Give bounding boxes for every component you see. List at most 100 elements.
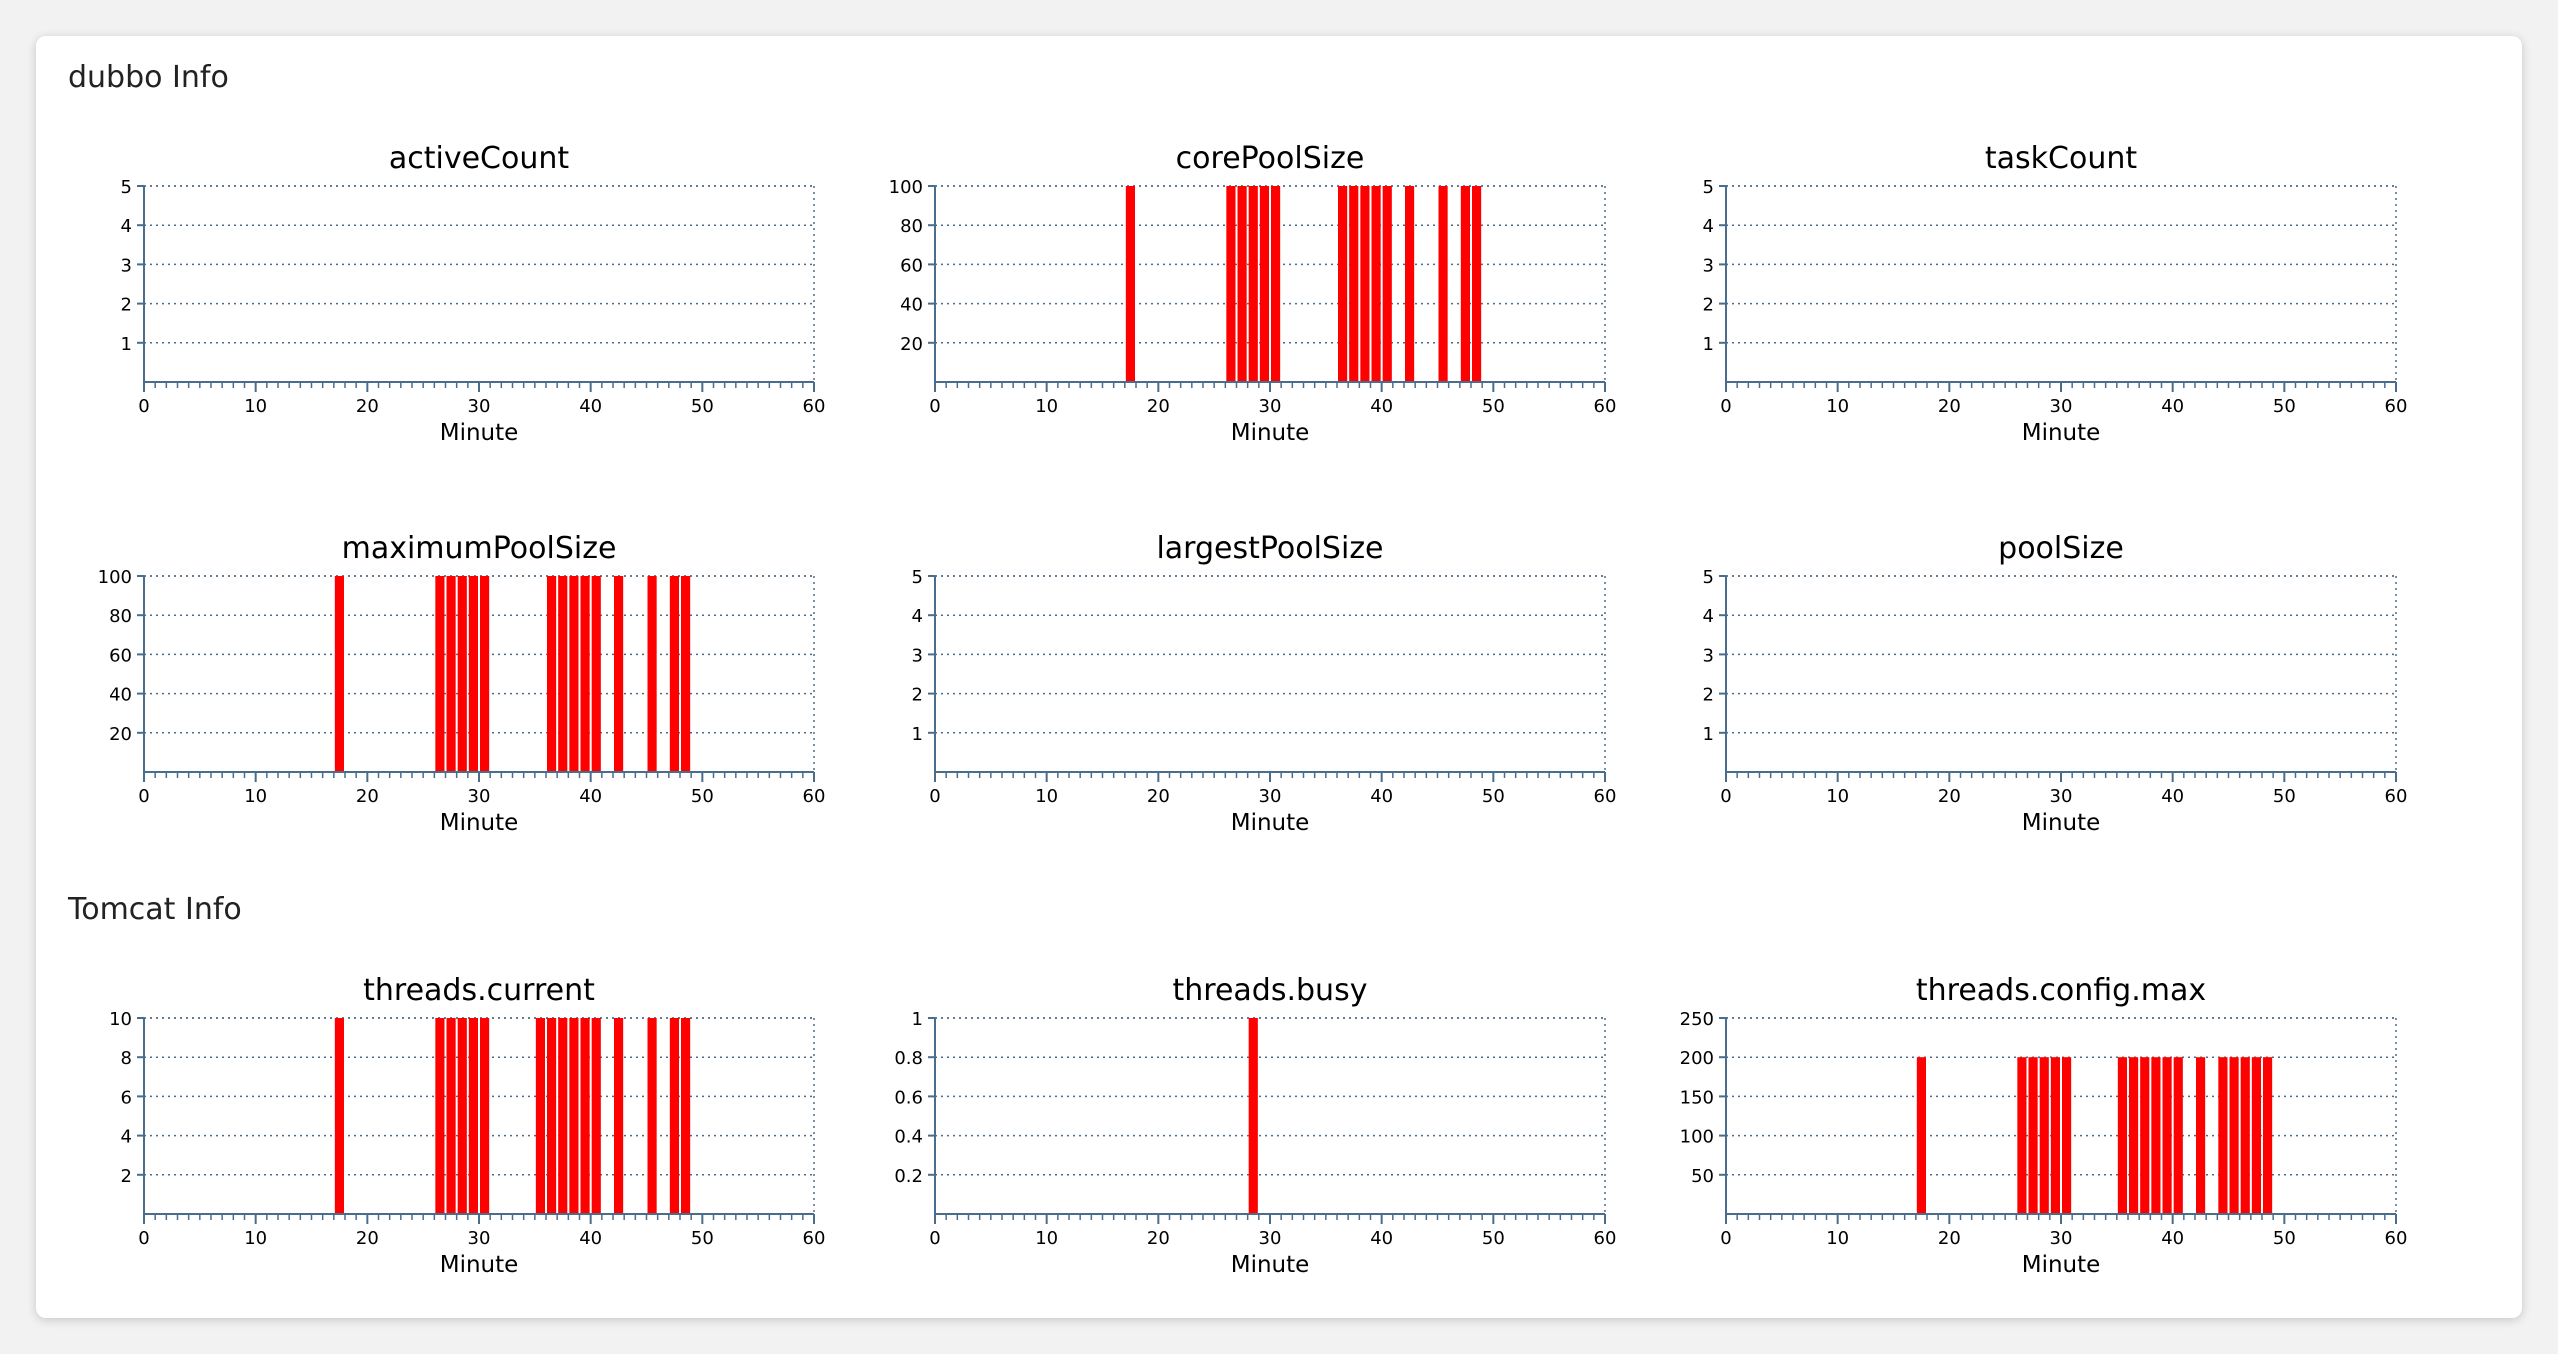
x-axis-label: Minute: [2022, 420, 2101, 446]
bar: [647, 576, 657, 772]
x-tick-label: 0: [138, 1228, 149, 1249]
bar: [435, 1018, 445, 1214]
x-tick-label: 40: [1370, 396, 1393, 417]
bar: [2162, 1057, 2172, 1214]
x-tick-label: 40: [579, 1228, 602, 1249]
chart-threads-config-max: threads.config.max 50 100 150 200 250 0 10 20 30 4…: [1680, 973, 2408, 1278]
y-tick-label: 4: [121, 1127, 132, 1148]
bar: [2263, 1057, 2273, 1214]
bar: [1237, 186, 1247, 382]
bar: [580, 576, 590, 772]
x-tick-label: 20: [1147, 1228, 1170, 1249]
y-tick-label: 200: [1680, 1048, 1714, 1069]
bar: [2140, 1057, 2150, 1214]
chart-title: maximumPoolSize: [342, 531, 617, 566]
x-tick-label: 30: [1259, 396, 1282, 417]
y-tick-label: 20: [900, 334, 923, 355]
bar: [681, 576, 691, 772]
bar: [2050, 1057, 2060, 1214]
bar: [334, 576, 344, 772]
bar: [2028, 1057, 2038, 1214]
chart-corepoolsize: corePoolSize 20 40 60 80 100 0 10 20 30 40 50 60 Minu…: [889, 141, 1617, 446]
bar: [1259, 186, 1269, 382]
y-tick-label: 4: [1703, 606, 1714, 627]
x-tick-label: 10: [1826, 396, 1849, 417]
x-axis-label: Minute: [1231, 420, 1310, 446]
chart-title: threads.config.max: [1916, 973, 2206, 1008]
y-tick-label: 80: [109, 606, 132, 627]
bar: [446, 1018, 456, 1214]
x-tick-label: 30: [1259, 786, 1282, 807]
x-tick-label: 30: [2050, 1228, 2073, 1249]
bar: [569, 1018, 579, 1214]
y-tick-label: 4: [1703, 216, 1714, 237]
section-title-dubbo: dubbo Info: [68, 60, 229, 95]
x-tick-label: 0: [138, 396, 149, 417]
x-tick-label: 60: [1594, 396, 1617, 417]
x-tick-label: 20: [1147, 396, 1170, 417]
x-tick-label: 60: [2385, 396, 2408, 417]
y-tick-label: 1: [912, 724, 923, 745]
y-tick-label: 0.6: [894, 1087, 923, 1108]
bar: [480, 576, 490, 772]
x-tick-label: 40: [2161, 1228, 2184, 1249]
bar: [1438, 186, 1448, 382]
x-tick-label: 30: [468, 786, 491, 807]
y-tick-label: 250: [1680, 1009, 1714, 1030]
bar: [1349, 186, 1359, 382]
x-axis-label: Minute: [2022, 810, 2101, 836]
x-tick-label: 0: [138, 786, 149, 807]
x-tick-label: 50: [1482, 786, 1505, 807]
bar: [558, 576, 568, 772]
y-tick-label: 100: [98, 567, 132, 588]
x-tick-label: 20: [1938, 396, 1961, 417]
bar: [468, 1018, 478, 1214]
bar: [1338, 186, 1348, 382]
x-tick-label: 10: [1035, 1228, 1058, 1249]
bar: [614, 576, 624, 772]
y-tick-label: 3: [1703, 645, 1714, 666]
x-tick-label: 10: [1035, 396, 1058, 417]
bar: [1460, 186, 1470, 382]
chart-maximumpoolsize: maximumPoolSize 20 40 60 80 100 0 10 20 30 40 50 60 M…: [98, 531, 826, 836]
x-tick-label: 40: [2161, 396, 2184, 417]
x-tick-label: 10: [1035, 786, 1058, 807]
bar: [2129, 1057, 2139, 1214]
bar: [480, 1018, 490, 1214]
x-tick-label: 20: [356, 1228, 379, 1249]
x-tick-label: 60: [803, 786, 826, 807]
x-tick-label: 60: [803, 396, 826, 417]
y-tick-label: 3: [1703, 255, 1714, 276]
x-tick-label: 0: [1720, 396, 1731, 417]
x-axis-label: Minute: [440, 1252, 519, 1278]
chart-title: activeCount: [389, 141, 570, 176]
y-tick-label: 6: [121, 1087, 132, 1108]
y-tick-label: 0.2: [894, 1166, 923, 1187]
bar: [547, 1018, 557, 1214]
bar: [1248, 186, 1258, 382]
bar: [591, 1018, 601, 1214]
bar: [1248, 1018, 1258, 1214]
bar: [2062, 1057, 2072, 1214]
x-tick-label: 60: [803, 1228, 826, 1249]
bar: [2173, 1057, 2183, 1214]
bar: [669, 1018, 679, 1214]
chart-title: taskCount: [1985, 141, 2137, 176]
x-axis-label: Minute: [440, 810, 519, 836]
y-tick-label: 10: [109, 1009, 132, 1030]
bar: [591, 576, 601, 772]
x-tick-label: 50: [691, 786, 714, 807]
x-tick-label: 0: [929, 786, 940, 807]
x-tick-label: 40: [2161, 786, 2184, 807]
x-tick-label: 40: [579, 396, 602, 417]
y-tick-label: 5: [1703, 177, 1714, 198]
x-tick-label: 20: [356, 396, 379, 417]
x-tick-label: 40: [1370, 786, 1393, 807]
y-tick-label: 80: [900, 216, 923, 237]
x-axis-label: Minute: [1231, 1252, 1310, 1278]
y-tick-label: 60: [109, 645, 132, 666]
y-tick-label: 2: [912, 685, 923, 706]
